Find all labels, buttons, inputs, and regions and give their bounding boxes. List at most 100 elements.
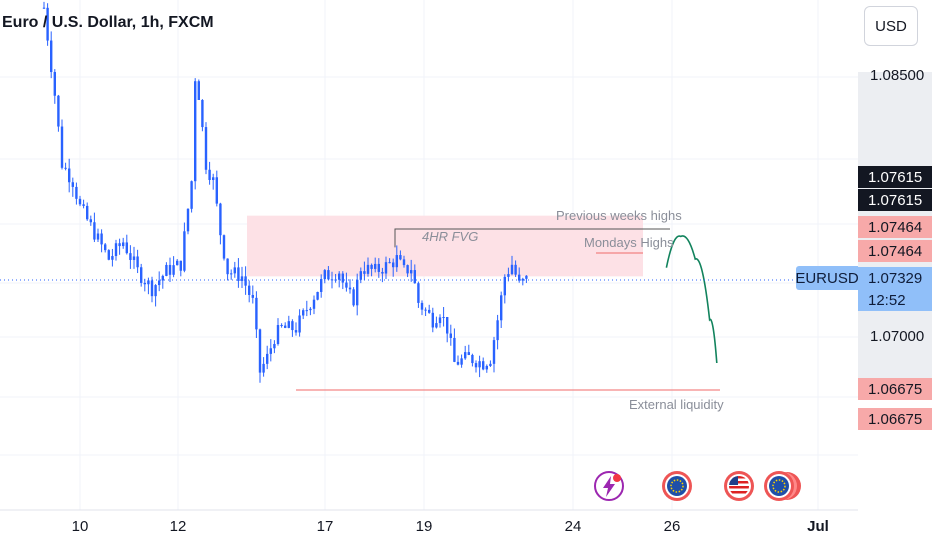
candle [406, 265, 409, 274]
external-liquidity-label: External liquidity [629, 397, 724, 412]
candle [172, 265, 175, 275]
time-label: Jul [807, 518, 829, 535]
candle [93, 222, 96, 240]
candle [107, 250, 110, 260]
fvg-label: 4HR FVG [422, 229, 479, 244]
candle [507, 274, 510, 277]
candle [388, 262, 391, 264]
candle [53, 72, 56, 96]
candle [150, 280, 154, 297]
candle [492, 340, 496, 364]
us-flag-icon[interactable] [723, 470, 755, 502]
candle [100, 233, 103, 245]
price-tag: 1.07464 [858, 216, 932, 238]
candle [305, 310, 308, 312]
candle [168, 264, 172, 275]
candle [118, 243, 121, 247]
candle [424, 309, 427, 311]
candle [46, 7, 49, 41]
candle [190, 181, 193, 209]
candle [244, 276, 247, 286]
candle [503, 276, 506, 296]
candle [352, 289, 355, 306]
candle [276, 325, 280, 344]
currency-button[interactable]: USD [864, 6, 918, 46]
candle [395, 255, 398, 268]
chart-title: Euro / U.S. Dollar, 1h, FXCM [2, 14, 214, 31]
candle [251, 294, 254, 298]
candle [219, 203, 222, 236]
candle [222, 235, 226, 259]
time-label: 24 [564, 518, 582, 535]
candle [248, 285, 251, 295]
candle [294, 330, 298, 333]
previous-weeks-high-line [394, 228, 670, 248]
candle [269, 348, 272, 354]
candle [420, 302, 424, 310]
candle [262, 363, 265, 373]
candle [132, 256, 136, 260]
price-tag: 1.07464 [858, 240, 932, 262]
candle [442, 317, 445, 319]
candle [323, 270, 326, 280]
candle [370, 264, 373, 269]
candle [525, 275, 528, 279]
candle [500, 295, 503, 321]
candle [104, 244, 107, 251]
price-tag: 12:52 [858, 289, 932, 311]
candle [215, 177, 218, 204]
candle [158, 280, 161, 286]
candle [413, 270, 416, 284]
candle [75, 186, 78, 199]
candle [478, 361, 481, 368]
candle [212, 177, 215, 181]
candle [482, 361, 485, 370]
candle [194, 81, 197, 182]
price-tag: 1.07329 [858, 267, 932, 289]
price-label: 1.08500 [870, 67, 925, 84]
lightning-icon[interactable] [593, 470, 625, 502]
candle [341, 273, 344, 283]
candle [338, 273, 341, 280]
candle [125, 242, 128, 254]
candle [42, 7, 46, 9]
candle [287, 321, 290, 328]
level-lines [296, 228, 720, 391]
price-label: 1.07000 [870, 328, 925, 345]
candle [208, 169, 211, 181]
candle [377, 263, 380, 272]
candle [392, 262, 395, 268]
candle [226, 258, 229, 275]
candle [129, 253, 132, 260]
candle [78, 198, 82, 205]
time-label: 12 [169, 518, 187, 535]
candle [161, 275, 164, 281]
candle [399, 255, 402, 260]
candle [514, 264, 517, 275]
price-tag: 1.06675 [858, 408, 932, 430]
candle [464, 352, 467, 359]
price-tag: 1.07615 [858, 166, 932, 188]
candle [320, 279, 323, 292]
previous-weeks-highs-label: Previous weeks highs [556, 208, 682, 223]
candle [435, 323, 438, 328]
candle [381, 271, 384, 274]
candle [64, 167, 67, 169]
candle [273, 343, 276, 349]
candle [140, 267, 143, 283]
grid [0, 0, 858, 511]
eu-flag-icon[interactable] [763, 470, 801, 502]
candle [334, 279, 337, 281]
candle [136, 256, 139, 268]
candle [50, 40, 53, 73]
time-label: 10 [71, 518, 89, 535]
candles [42, 1, 528, 383]
price-tag: 1.06675 [858, 378, 932, 400]
eu-flag-icon[interactable] [661, 470, 693, 502]
price-tag: 1.07615 [858, 189, 932, 211]
candle [197, 81, 200, 101]
candle [453, 337, 456, 362]
candle [446, 317, 449, 334]
candle [240, 276, 244, 281]
